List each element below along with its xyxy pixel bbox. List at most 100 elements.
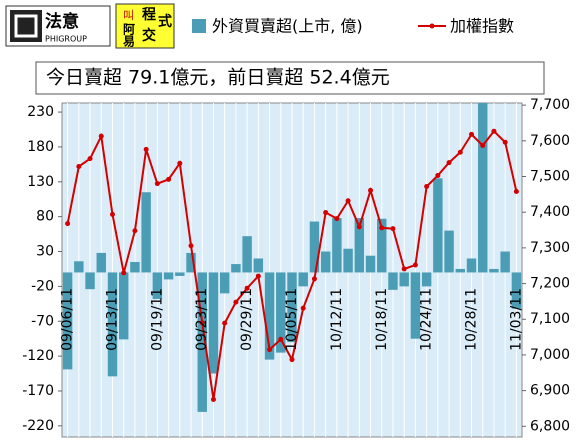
index-point [76, 164, 82, 170]
bar [253, 258, 264, 273]
y2-tick-label: 7,200 [530, 276, 570, 292]
y2-tick-label: 7,500 [530, 169, 570, 185]
index-point [513, 188, 519, 194]
bar [500, 251, 510, 273]
index-point [222, 320, 228, 326]
y-tick-label: 80 [36, 209, 54, 225]
logo-char: 叫 [123, 9, 134, 22]
subtitle: 今日賣超 79.1億元，前日賣超 52.4億元 [46, 67, 390, 89]
index-point [300, 305, 306, 311]
x-tick-label: 10/12/11 [329, 288, 345, 351]
logo-2: 叫 程 式 阿 交 易 [115, 3, 175, 49]
index-point [323, 210, 329, 216]
logo-char: 程 [142, 7, 156, 23]
bar [96, 252, 106, 273]
x-tick-label: 10/18/11 [374, 288, 390, 351]
x-tick-label: 09/19/11 [149, 288, 165, 351]
bar [489, 268, 499, 273]
y-tick-label: 130 [27, 174, 54, 190]
index-point [166, 176, 172, 182]
bar [309, 221, 320, 273]
y-tick-label: -70 [31, 313, 54, 329]
bar [466, 258, 477, 273]
index-point [255, 273, 261, 279]
bar [354, 218, 365, 273]
logo-char: 交 [142, 27, 156, 44]
index-point [233, 299, 239, 305]
y2-tick-label: 6,900 [530, 383, 570, 399]
logo-text: 法意 [45, 11, 79, 32]
legend-point [429, 23, 435, 29]
bar [298, 272, 308, 287]
bar [208, 272, 219, 374]
bar [287, 272, 297, 343]
bar [197, 272, 207, 412]
x-tick-label: 11/03/11 [508, 288, 524, 351]
bar [320, 251, 331, 273]
y-tick-label: 30 [36, 244, 54, 260]
index-point [435, 172, 441, 178]
bar [152, 272, 163, 299]
index-point [121, 270, 127, 276]
legend-label: 外資買賣超(上市, 億) [212, 17, 363, 36]
index-point [87, 156, 93, 162]
index-point [267, 347, 273, 353]
bar [410, 272, 421, 339]
index-point [491, 128, 497, 134]
legend-label: 加權指數 [450, 17, 514, 36]
y-tick-label: -20 [31, 278, 54, 294]
y2-tick-label: 6,800 [530, 418, 570, 434]
y2-tick-label: 7,300 [530, 240, 570, 256]
x-tick-label: 10/05/11 [284, 288, 300, 351]
index-point [412, 262, 418, 268]
bar [455, 268, 466, 273]
bar [332, 218, 342, 273]
logo-char: 阿 [123, 23, 135, 37]
x-tick-label: 09/13/11 [104, 288, 120, 351]
bar [163, 272, 174, 280]
bar [365, 255, 376, 273]
bar [175, 272, 185, 276]
legend-swatch [192, 19, 206, 33]
subtitle-box [35, 61, 545, 95]
index-point [98, 133, 104, 139]
index-point [424, 184, 430, 189]
index-point [244, 285, 250, 291]
index-point [334, 216, 340, 222]
y2-tick-label: 7,400 [530, 204, 570, 220]
y-tick-label: -220 [22, 418, 54, 434]
bar [399, 272, 409, 287]
index-point [356, 224, 362, 230]
index-point [143, 146, 149, 152]
y2-tick-label: 7,600 [530, 133, 570, 149]
logo-icon-inner [14, 14, 38, 38]
index-point [177, 160, 183, 166]
bar [343, 248, 353, 273]
index-point [345, 198, 351, 204]
index-point [132, 228, 138, 234]
index-point [368, 187, 374, 193]
index-point [469, 131, 475, 137]
bar [388, 272, 398, 290]
index-point [446, 160, 452, 166]
bar [433, 178, 443, 273]
y-tick-label: -120 [22, 348, 54, 364]
y2-tick-label: 7,700 [530, 97, 570, 113]
bar [62, 272, 73, 370]
index-point [457, 149, 463, 155]
x-tick-label: 09/23/11 [194, 288, 210, 351]
index-point [210, 397, 216, 403]
index-point [109, 211, 115, 217]
index-point [401, 266, 407, 272]
index-point [289, 357, 295, 363]
y-tick-label: 230 [27, 104, 54, 120]
bar [444, 230, 454, 273]
index-point [65, 221, 71, 227]
index-point [390, 226, 396, 232]
bar [219, 272, 230, 294]
bar [231, 264, 241, 273]
logo-char: 易 [123, 35, 135, 49]
bar [421, 272, 432, 287]
bar [85, 272, 95, 290]
